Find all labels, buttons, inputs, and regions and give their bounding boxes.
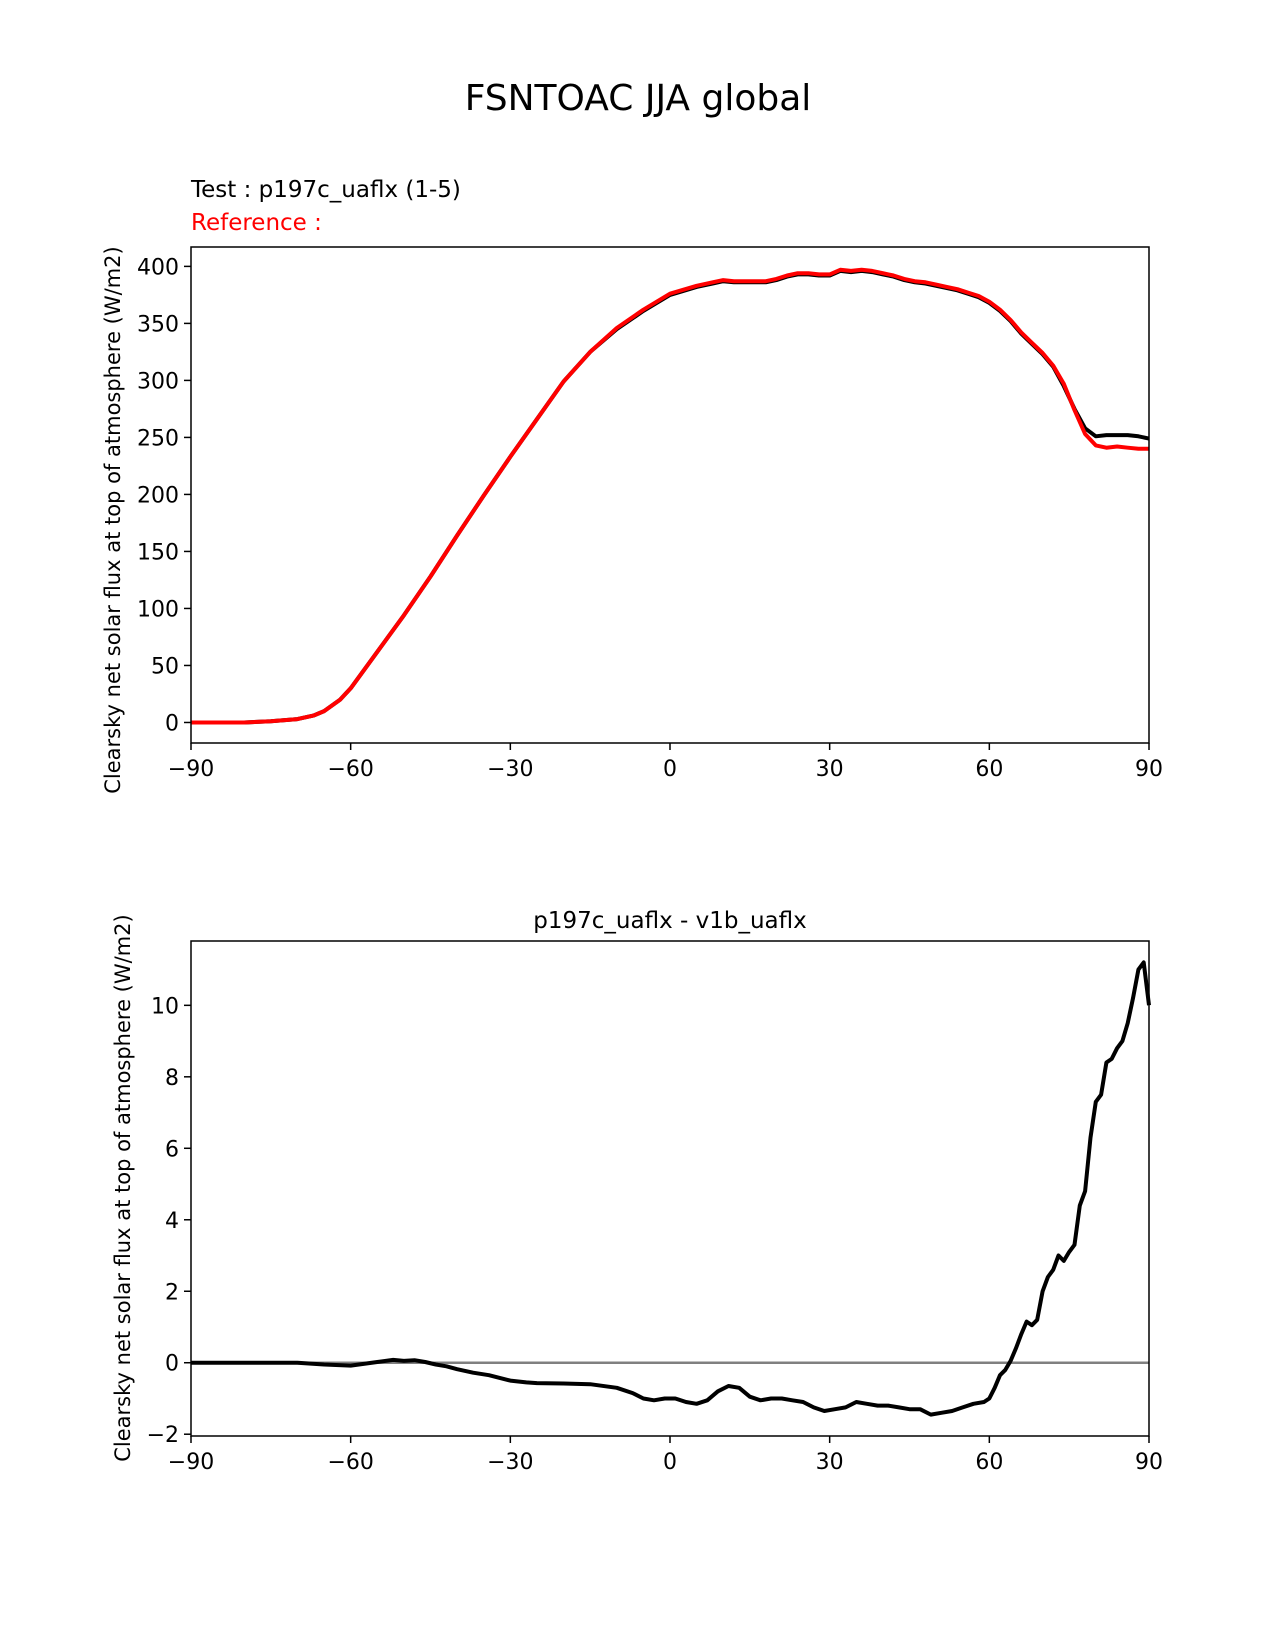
x-tick-label: 30 xyxy=(816,757,844,782)
plot-frame xyxy=(190,940,1150,1437)
y-tick-label: 6 xyxy=(165,1137,179,1162)
y-tick-label: 8 xyxy=(165,1066,179,1091)
y-tick-label: 350 xyxy=(137,312,179,337)
y-tick-label: 150 xyxy=(137,540,179,565)
y-tick-label: −2 xyxy=(147,1423,179,1448)
x-tick-label: −90 xyxy=(168,757,214,782)
difference-title: p197c_uaflx - v1b_uaflx xyxy=(533,908,806,934)
x-tick-label: 30 xyxy=(816,1450,844,1475)
y-tick-label: 400 xyxy=(137,255,179,280)
difference-series-line xyxy=(191,960,1151,1417)
y-tick-label: 50 xyxy=(151,654,179,679)
x-tick-label: 60 xyxy=(975,1450,1003,1475)
bottom-chart: p197c_uaflx - v1b_uaflx Clearsky net sol… xyxy=(111,908,1163,1475)
y-tick-label: 2 xyxy=(165,1280,179,1305)
series-group xyxy=(191,960,1151,1417)
test-series-line xyxy=(191,268,1150,725)
y-tick-label: 100 xyxy=(137,597,179,622)
x-tick-label: −30 xyxy=(487,757,533,782)
y-tick-label: 4 xyxy=(165,1209,179,1234)
reference-label: Reference : xyxy=(191,210,322,236)
figure-title: FSNTOAC JJA global xyxy=(465,78,812,119)
tick-group: −90 −60 −30 0 30 60 90 −2 0 2 4 6 8 10 xyxy=(147,994,1163,1475)
top-chart: Test : p197c_uaflx (1-5) Reference : Cle… xyxy=(101,177,1163,794)
x-tick-label: −30 xyxy=(487,1450,533,1475)
x-tick-label: 60 xyxy=(975,757,1003,782)
y-tick-label: 200 xyxy=(137,483,179,508)
plot-frame xyxy=(190,246,1150,744)
x-tick-label: 90 xyxy=(1135,1450,1163,1475)
x-tick-label: 0 xyxy=(663,757,677,782)
y-tick-label: 250 xyxy=(137,426,179,451)
x-tick-label: −60 xyxy=(327,757,373,782)
y-axis-label: Clearsky net solar flux at top of atmosp… xyxy=(101,246,125,793)
y-tick-label: 0 xyxy=(165,1352,179,1377)
y-axis-label: Clearsky net solar flux at top of atmosp… xyxy=(111,914,135,1461)
x-tick-label: 0 xyxy=(663,1450,677,1475)
x-tick-label: −60 xyxy=(327,1450,373,1475)
test-label: Test : p197c_uaflx (1-5) xyxy=(190,177,461,203)
series-group xyxy=(191,267,1150,725)
y-tick-label: 0 xyxy=(165,711,179,736)
reference-series-line xyxy=(191,267,1149,725)
y-tick-label: 10 xyxy=(151,994,179,1019)
x-tick-label: 90 xyxy=(1135,757,1163,782)
y-tick-label: 300 xyxy=(137,369,179,394)
x-tick-label: −90 xyxy=(168,1450,214,1475)
tick-group: −90 −60 −30 0 30 60 90 0 50 100 150 200 250 300 350 400 xyxy=(137,255,1163,782)
